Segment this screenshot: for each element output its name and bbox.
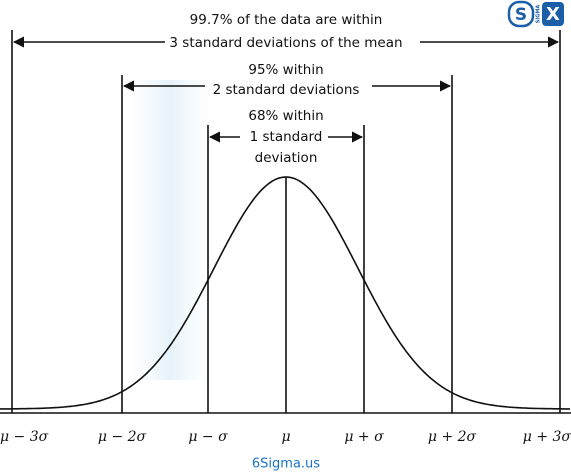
axis-label: μ	[281, 429, 290, 445]
annotation: 95% within	[248, 62, 323, 78]
figure: μ − 3σ μ − 2σ μ − σ μ μ + σ μ + 2σ μ + 3σ 99.7%…	[0, 12, 571, 445]
annotation: 3 standard deviations of the mean	[169, 35, 402, 51]
axis-label: μ − σ	[188, 429, 228, 445]
logo-ring	[507, 0, 535, 28]
logo: S SIGMA X	[507, 0, 564, 28]
annotation: 68% within	[248, 108, 323, 124]
axis-label: μ + σ	[344, 429, 384, 445]
logo-x: X	[546, 4, 560, 25]
logo-sigma: SIGMA	[536, 5, 542, 24]
annotation: deviation	[255, 150, 318, 166]
axis-label: μ + 2σ	[428, 429, 477, 445]
annotation: 2 standard deviations	[213, 82, 360, 98]
axis-label: μ − 2σ	[98, 429, 147, 445]
axis-label: μ + 3σ	[523, 429, 571, 445]
shade	[130, 80, 210, 380]
footer: 6Sigma.us	[252, 457, 320, 472]
annotation: 1 standard	[250, 129, 323, 145]
logo-s: S	[515, 5, 527, 25]
logo-box	[542, 2, 564, 26]
axis-label: μ − 3σ	[0, 429, 49, 445]
annotation: 99.7% of the data are within	[190, 12, 383, 28]
curve	[0, 176, 570, 410]
